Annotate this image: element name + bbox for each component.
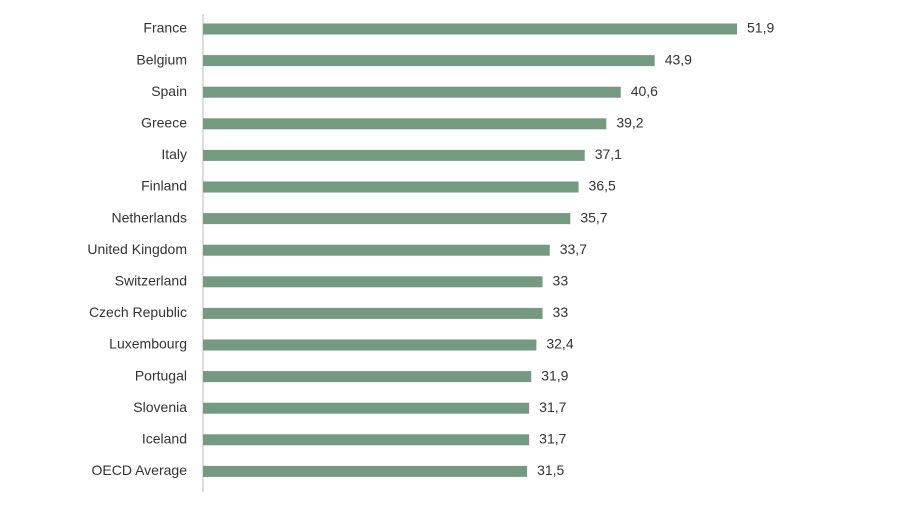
category-label: Belgium [136,51,187,67]
value-label: 31,5 [537,462,564,478]
value-label: 31,7 [539,399,566,415]
bar [203,181,579,193]
category-label: OECD Average [92,462,188,478]
bar [203,371,532,383]
value-label: 33 [553,304,569,320]
bar [203,276,543,288]
value-label: 39,2 [616,115,643,131]
bar [203,402,530,414]
category-label: Luxembourg [109,336,187,352]
value-label: 51,9 [747,20,774,36]
value-label: 40,6 [631,83,658,99]
bar [203,465,528,477]
value-label: 37,1 [595,146,622,162]
category-label: France [143,20,187,36]
bar [203,434,530,446]
category-label: Iceland [142,431,187,447]
bar [203,118,607,130]
value-label: 31,7 [539,431,566,447]
value-label: 43,9 [665,51,692,67]
bar [203,86,621,98]
bar [203,23,737,35]
category-label: Slovenia [133,399,187,415]
category-label: Switzerland [115,273,187,289]
category-label: Netherlands [112,209,188,225]
bar [203,307,543,319]
category-label: Greece [141,115,187,131]
category-label: Czech Republic [89,304,187,320]
value-label: 31,9 [541,367,568,383]
bar [203,213,571,225]
bar [203,339,537,351]
category-label: Finland [141,178,187,194]
value-label: 33 [553,273,569,289]
category-label: Spain [151,83,187,99]
category-label: Portugal [135,367,187,383]
category-label: Italy [161,146,187,162]
bar [203,55,655,67]
value-label: 35,7 [580,209,607,225]
category-label: United Kingdom [87,241,187,257]
value-label: 36,5 [589,178,616,194]
bar [203,149,585,161]
bar [203,244,550,256]
value-label: 33,7 [560,241,587,257]
value-label: 32,4 [546,336,573,352]
